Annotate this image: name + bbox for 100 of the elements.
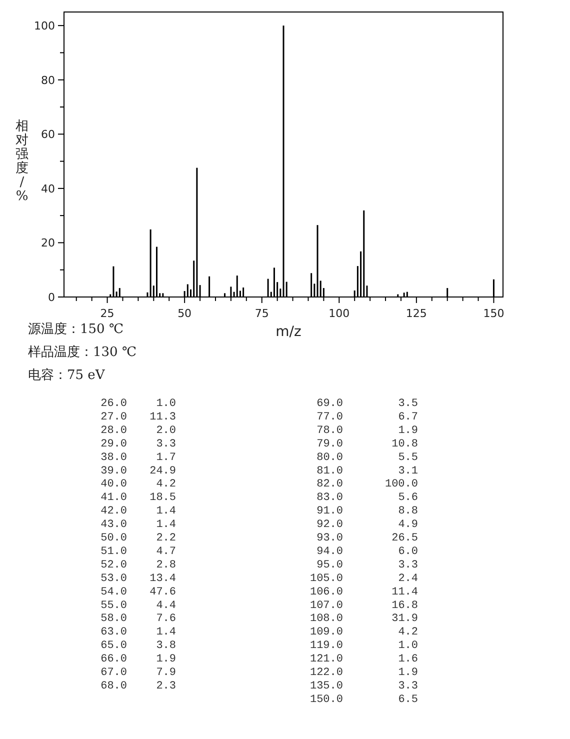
text: 50.0	[100, 532, 127, 544]
x-tick-label: 125	[406, 307, 427, 320]
text: 107.0	[310, 600, 343, 612]
text: 52.0	[100, 559, 127, 572]
text: 55.0	[100, 600, 127, 612]
text: 5.5	[398, 452, 418, 464]
text: 26.5	[392, 532, 418, 544]
text: 81.0	[316, 465, 343, 478]
text: 121.0	[310, 654, 343, 666]
text: 68.0	[100, 680, 127, 692]
text: 42.0	[100, 506, 127, 518]
text: 109.0	[310, 626, 343, 639]
text: 2.3	[156, 680, 176, 692]
text: 3.3	[156, 438, 176, 450]
x-tick-label: 100	[328, 307, 350, 320]
text: 1.4	[156, 626, 176, 639]
text: 43.0	[100, 519, 127, 532]
text: 66.0	[100, 654, 127, 666]
text: 69.0	[316, 398, 343, 410]
text: 2.4	[398, 572, 418, 585]
x-tick-label: 75	[254, 307, 269, 320]
text: 41.0	[100, 492, 127, 504]
text: 11.4	[392, 586, 418, 598]
text: 53.0	[100, 572, 127, 585]
text: 4.2	[398, 626, 418, 639]
text: 40.0	[100, 478, 127, 491]
text: 77.0	[316, 411, 343, 424]
text: 24.9	[150, 465, 176, 478]
y-tick-label: 40	[41, 182, 55, 196]
text: 27.0	[100, 411, 127, 424]
text: 29.0	[100, 438, 127, 450]
text: 1.9	[398, 667, 418, 679]
y-tick-label: 60	[41, 128, 55, 142]
text: 95.0	[316, 559, 343, 572]
text: 电容：75 eV	[28, 367, 106, 383]
y-tick-label: 100	[34, 20, 55, 33]
text: 108.0	[310, 613, 343, 626]
text: 31.9	[392, 613, 418, 626]
text: 13.4	[150, 572, 176, 585]
text: 78.0	[316, 424, 343, 437]
text: 7.9	[156, 667, 176, 679]
text: 2.8	[156, 559, 176, 572]
text: 6.5	[398, 694, 418, 706]
text: 80.0	[316, 452, 343, 464]
text: 5.6	[398, 492, 418, 504]
text: 1.9	[156, 654, 176, 666]
text: 8.8	[398, 506, 418, 518]
text: 122.0	[310, 667, 343, 679]
y-axis-title: 相对强度/%	[16, 119, 28, 204]
text: 18.5	[150, 492, 176, 504]
y-tick-label: 80	[41, 74, 55, 87]
text: 1.4	[156, 506, 176, 518]
text: 39.0	[100, 465, 127, 478]
text: 28.0	[100, 424, 127, 437]
text: 47.6	[150, 586, 176, 598]
text: 1.0	[398, 640, 418, 652]
text: 3.8	[156, 640, 176, 652]
text: 6.0	[398, 546, 418, 558]
text: 1.4	[156, 519, 176, 532]
text: 93.0	[316, 532, 343, 544]
text: 6.7	[398, 411, 418, 424]
text: 67.0	[100, 667, 127, 679]
text: 3.1	[398, 465, 418, 478]
text: 26.0	[100, 398, 127, 410]
text: 11.3	[150, 411, 176, 424]
text: 92.0	[316, 519, 343, 532]
text: 1.7	[156, 452, 176, 464]
text: 38.0	[100, 452, 127, 464]
text: 135.0	[310, 680, 343, 692]
text: 100.0	[384, 478, 418, 491]
text: 3.3	[398, 680, 418, 692]
text: 58.0	[100, 613, 127, 626]
text: 79.0	[316, 438, 343, 450]
text: 94.0	[316, 546, 343, 558]
text: 4.2	[156, 478, 176, 491]
text: 105.0	[310, 572, 343, 585]
text: 119.0	[310, 640, 343, 652]
y-tick-label: 0	[48, 291, 55, 304]
text: 150.0	[310, 694, 343, 706]
x-tick-label: 150	[483, 307, 504, 320]
text: 1.9	[398, 424, 418, 437]
text: 63.0	[100, 626, 127, 639]
text: 1.0	[156, 398, 176, 410]
text: 源温度：150 ℃	[28, 321, 124, 337]
text: 10.8	[392, 438, 418, 450]
text: 91.0	[316, 506, 343, 518]
text: 1.6	[398, 654, 418, 666]
text: 7.6	[156, 613, 176, 626]
text: 4.4	[156, 600, 176, 612]
text: 54.0	[100, 586, 127, 598]
text: 2.2	[156, 532, 176, 544]
x-axis-title: m/z	[276, 324, 302, 340]
text: 65.0	[100, 640, 127, 652]
text: 4.9	[398, 519, 418, 532]
text: 2.0	[156, 424, 176, 437]
text: 51.0	[100, 546, 127, 558]
text: 83.0	[316, 492, 343, 504]
text: 3.3	[398, 559, 418, 572]
x-tick-label: 50	[178, 307, 192, 320]
text: 3.5	[398, 398, 418, 410]
